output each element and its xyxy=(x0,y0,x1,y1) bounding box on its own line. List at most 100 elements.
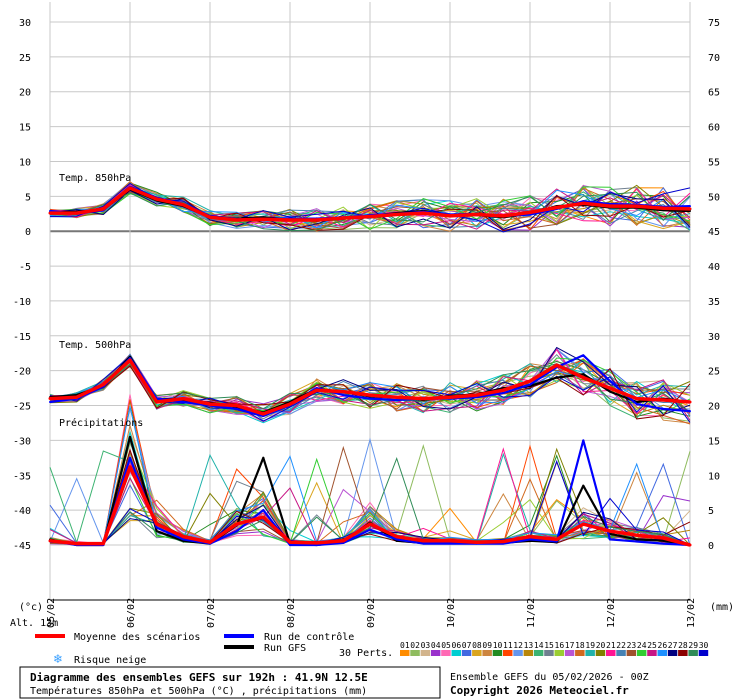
mean-t500-point xyxy=(421,397,425,401)
y-tick-label-right: 75 xyxy=(708,18,720,29)
pert-legend-swatch xyxy=(564,650,575,656)
y-tick-label-right: 0 xyxy=(708,541,714,552)
mean-t500-point xyxy=(475,393,479,397)
altitude-label: Alt. 13m xyxy=(10,618,58,629)
pert-legend-swatch xyxy=(451,650,461,656)
mean-t500-point xyxy=(501,388,505,392)
pert-legend-label: 03 xyxy=(421,641,431,650)
pert-legend-swatch xyxy=(441,650,451,656)
legend-gfs-label: Run GFS xyxy=(264,643,306,654)
gfs-precip-point xyxy=(662,539,665,542)
mean-precip-point xyxy=(75,542,79,546)
pert-legend-label: 12 xyxy=(513,641,523,650)
pert-legend-label: 04 xyxy=(431,641,441,650)
pert-legend-label: 20 xyxy=(596,641,606,650)
control-precip-point xyxy=(262,509,265,512)
pert-legend-label: 06 xyxy=(452,641,462,650)
control-t500-point xyxy=(49,401,51,404)
y-tick-label-right: 10 xyxy=(708,471,720,482)
mean-t850-point xyxy=(261,217,265,221)
pert-legend-label: 08 xyxy=(472,641,482,650)
y-tick-label-right: 25 xyxy=(708,367,720,378)
pert-legend-swatch xyxy=(492,650,503,656)
mean-t850-point xyxy=(528,210,532,214)
mean-t850-point xyxy=(315,218,319,222)
main-series-lines xyxy=(48,185,692,547)
pert-legend-label: 13 xyxy=(524,641,534,650)
control-t500-point xyxy=(369,397,371,400)
mean-precip-point xyxy=(288,540,292,544)
pert-legend-swatch xyxy=(688,650,698,656)
perturbation-27-t850-line xyxy=(49,189,691,231)
mean-t500-point xyxy=(235,404,239,408)
y-tick-label-left: -10 xyxy=(13,297,31,308)
y-tick-label-right: 15 xyxy=(708,436,720,447)
x-axis-ticks: 05/02 06/02 07/02 08/02 09/02 10/02 11/02 12/02… xyxy=(46,598,697,628)
control-precip-point xyxy=(369,528,371,531)
y-tick-label-right: 35 xyxy=(708,297,720,308)
pert-legend-label: 07 xyxy=(462,641,472,650)
y-tick-label-right: 45 xyxy=(708,227,720,238)
label-precip: Précipitations xyxy=(59,417,143,429)
x-tick-label: 06/02 xyxy=(126,598,137,628)
mean-t500-point xyxy=(528,379,532,383)
mean-precip-point xyxy=(555,537,559,541)
pert-legend-swatch xyxy=(533,650,544,656)
pert-legend-label: 29 xyxy=(688,641,698,650)
perturbation-28-t500-line xyxy=(49,365,691,420)
mean-t500-point xyxy=(635,397,639,401)
pert-legend-label: 19 xyxy=(585,641,595,650)
mean-precip-point xyxy=(528,535,532,539)
control-t500-point xyxy=(662,408,665,411)
pert-legend-swatch xyxy=(667,650,678,656)
x-tick-label: 12/02 xyxy=(606,598,617,628)
control-t500-point xyxy=(609,380,611,383)
y-tick-label-left: -45 xyxy=(13,541,31,552)
pert-legend-label: 25 xyxy=(647,641,657,650)
footer-box xyxy=(19,666,441,699)
control-t500-point xyxy=(529,383,531,386)
pert-legend-label: 28 xyxy=(678,641,688,650)
pert-legend-swatch xyxy=(523,650,534,656)
mean-t850-point xyxy=(181,203,185,207)
mean-precip-point xyxy=(48,539,52,543)
x-tick-label: 11/02 xyxy=(526,598,537,628)
y-tick-label-left: -35 xyxy=(13,471,31,482)
pert-legend-label: 16 xyxy=(555,641,565,650)
pert-legend-label: 24 xyxy=(637,641,647,650)
mean-t850-point xyxy=(48,211,52,215)
mean-t850-point xyxy=(288,218,292,222)
x-tick-label: 05/02 xyxy=(46,598,57,628)
legend-gfs-swatch xyxy=(224,645,254,649)
mean-precip-point xyxy=(315,541,319,545)
mean-precip-point xyxy=(395,535,399,539)
mean-precip-point xyxy=(608,529,612,533)
mean-t500-point xyxy=(688,400,692,404)
pert-legend-label: 23 xyxy=(627,641,637,650)
perturbation-12-t500-line xyxy=(49,348,691,415)
mean-precip-point xyxy=(501,540,505,544)
y-tick-label-right: 70 xyxy=(708,53,720,64)
pert-legend-swatch xyxy=(595,650,606,656)
y-tick-label-left: -20 xyxy=(13,367,31,378)
legend-perts-label: 30 Perts. xyxy=(339,648,393,659)
legend-mean-swatch xyxy=(35,634,65,638)
perturbation-23-precip-line xyxy=(49,445,691,545)
mean-t500-point xyxy=(395,395,399,399)
y-tick-label-right: 50 xyxy=(708,192,720,203)
pert-legend-label: 09 xyxy=(482,641,492,650)
pert-legend-label: 10 xyxy=(493,641,503,650)
x-tick-label: 13/02 xyxy=(686,598,697,628)
mean-t850-point xyxy=(128,186,132,190)
mean-precip-point xyxy=(635,533,639,537)
mean-precip-point xyxy=(421,539,425,543)
control-precip-point xyxy=(235,530,238,533)
label-t500: Temp. 500hPa xyxy=(59,340,131,351)
pert-legend-label: 05 xyxy=(441,641,451,650)
mean-t850-point xyxy=(661,206,665,210)
mean-t500-point xyxy=(581,376,585,380)
y-tick-label-right: 30 xyxy=(708,332,720,343)
footer-run: Ensemble GEFS du 05/02/2026 - 00Z xyxy=(450,672,649,683)
mean-t500-point xyxy=(75,395,79,399)
